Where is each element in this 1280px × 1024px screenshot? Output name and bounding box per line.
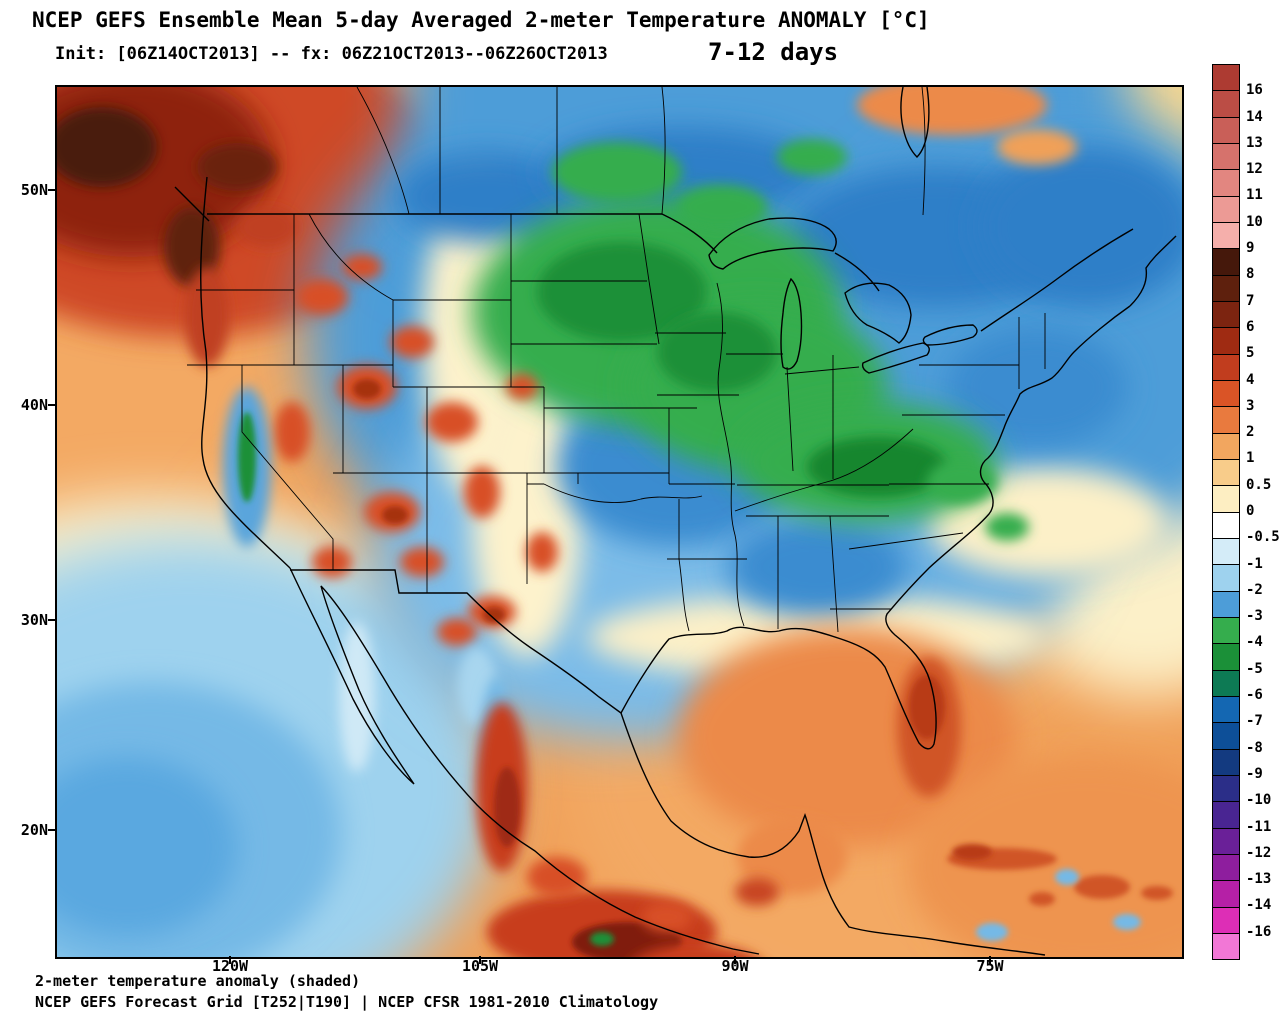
colorbar-segment	[1213, 512, 1239, 539]
colorbar-segment	[1213, 117, 1239, 144]
colorbar-label: -8	[1246, 739, 1263, 756]
colorbar-label: 7	[1246, 292, 1255, 309]
map-canvas	[55, 85, 1184, 959]
latitude-label: 30N	[20, 611, 48, 629]
colorbar-label: 12	[1246, 161, 1263, 178]
colorbar-label: -11	[1246, 818, 1272, 835]
latitude-label: 20N	[20, 821, 48, 839]
coastlines	[174, 87, 1177, 956]
colorbar-segment	[1213, 775, 1239, 803]
colorbar-segment	[1213, 486, 1239, 513]
colorbar-segment	[1213, 617, 1239, 645]
colorbar-label: -12	[1246, 844, 1272, 861]
colorbar-label: -10	[1246, 792, 1272, 809]
footer-source-caption: NCEP GEFS Forecast Grid [T252|T190] | NC…	[35, 993, 659, 1011]
colorbar-segment	[1213, 802, 1239, 829]
colorbar-label: -7	[1246, 713, 1263, 730]
colorbar-segment	[1213, 933, 1239, 960]
colorbar-label: 5	[1246, 345, 1255, 362]
colorbar-segment	[1213, 670, 1239, 697]
colorbar-segment	[1213, 749, 1239, 776]
colorbar-segment	[1213, 407, 1239, 434]
colorbar-swatches	[1212, 64, 1240, 960]
colorbar-label: -2	[1246, 581, 1263, 598]
colorbar-segment	[1213, 854, 1239, 882]
colorbar-segment	[1213, 881, 1239, 908]
colorbar-label: -16	[1246, 923, 1272, 940]
longitude-label: 90W	[721, 957, 749, 975]
longitude-label: 120W	[211, 957, 249, 975]
latitude-label: 40N	[20, 396, 48, 414]
colorbar-label: 0	[1246, 503, 1255, 519]
colorbar-label: 0.5	[1246, 476, 1272, 493]
colorbar-segment	[1213, 143, 1239, 171]
longitude-label: 75W	[976, 957, 1004, 975]
colorbar-label: -4	[1246, 634, 1263, 651]
colorbar-segment	[1213, 275, 1239, 302]
colorbar-segment	[1213, 459, 1239, 487]
colorbar-segment	[1213, 696, 1239, 724]
anomaly-field	[57, 87, 1182, 957]
longitude-tick	[479, 956, 481, 964]
longitude-tick	[989, 956, 991, 964]
longitude-label: 105W	[461, 957, 499, 975]
colorbar-segment	[1213, 644, 1239, 671]
colorbar-label: 1	[1246, 450, 1255, 467]
colorbar-label: 4	[1246, 371, 1255, 388]
geography-boundaries	[174, 87, 1177, 956]
colorbar-segment	[1213, 538, 1239, 566]
colorbar-segment	[1213, 591, 1239, 618]
colorbar-segment	[1213, 65, 1239, 92]
colorbar-label: 8	[1246, 266, 1255, 283]
latitude-tick	[48, 404, 56, 406]
chart-title: NCEP GEFS Ensemble Mean 5-day Averaged 2…	[32, 8, 930, 32]
latitude-tick	[48, 619, 56, 621]
colorbar-segment	[1213, 249, 1239, 276]
longitude-tick	[734, 956, 736, 964]
colorbar-label: -14	[1246, 897, 1272, 914]
latitude-tick	[48, 189, 56, 191]
latitude-tick	[48, 829, 56, 831]
colorbar-label: 13	[1246, 134, 1263, 151]
colorbar-label: 9	[1246, 240, 1255, 257]
latitude-label: 50N	[20, 181, 48, 199]
colorbar-segment	[1213, 723, 1239, 750]
colorbar-label: 14	[1246, 108, 1263, 125]
colorbar-label: -3	[1246, 608, 1263, 625]
colorbar-segment	[1213, 301, 1239, 329]
colorbar-segment	[1213, 170, 1239, 197]
colorbar-label: 16	[1246, 82, 1263, 99]
colorbar-segment	[1213, 222, 1239, 250]
init-forecast-label: Init: [06Z14OCT2013] -- fx: 06Z21OCT2013…	[55, 44, 608, 64]
colorbar-label: 2	[1246, 424, 1255, 441]
colorbar-segment	[1213, 380, 1239, 408]
forecast-period-label: 7-12 days	[708, 38, 839, 66]
colorbar-segment	[1213, 433, 1239, 460]
colorbar-label: -9	[1246, 765, 1263, 782]
colorbar-segment	[1213, 91, 1239, 118]
colorbar-label: -6	[1246, 687, 1263, 704]
footer-shading-caption: 2-meter temperature anomaly (shaded)	[35, 972, 361, 990]
colorbar-segment	[1213, 328, 1239, 355]
state-borders	[187, 87, 1046, 633]
colorbar-segment	[1213, 828, 1239, 855]
colorbar-label: -0.5	[1246, 529, 1280, 546]
colorbar-segment	[1213, 565, 1239, 592]
colorbar-label: -13	[1246, 871, 1272, 888]
colorbar-segment	[1213, 196, 1239, 223]
colorbar-segment	[1213, 354, 1239, 381]
colorbar-label: -5	[1246, 660, 1263, 677]
colorbar-label: 6	[1246, 318, 1255, 335]
colorbar-label: 3	[1246, 397, 1255, 414]
anomaly-shading-svg	[57, 87, 1182, 957]
colorbar-label: -1	[1246, 555, 1263, 572]
colorbar-segment	[1213, 907, 1239, 934]
colorbar-label: 11	[1246, 187, 1263, 204]
colorbar-label: 10	[1246, 213, 1263, 230]
longitude-tick	[229, 956, 231, 964]
